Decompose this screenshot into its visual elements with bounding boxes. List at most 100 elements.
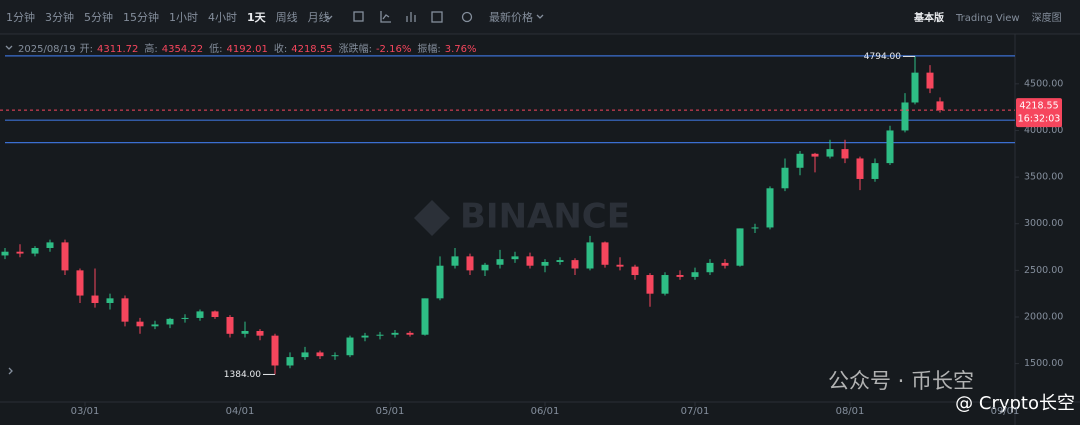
candle-body bbox=[511, 256, 519, 260]
interval-tab[interactable]: 周线 bbox=[276, 10, 298, 24]
y-tick-label: 1500.00 bbox=[1024, 358, 1063, 369]
candle-body bbox=[211, 311, 219, 317]
candle-icon[interactable] bbox=[353, 11, 364, 22]
draw-icon[interactable] bbox=[380, 11, 391, 23]
interval-tab[interactable]: 1小时 bbox=[169, 11, 198, 24]
interval-tab[interactable]: 15分钟 bbox=[123, 10, 159, 24]
candle-body bbox=[901, 102, 909, 131]
candle-body bbox=[16, 251, 24, 254]
info-value: 4218.55 bbox=[291, 44, 332, 55]
interval-tab[interactable]: 1天 bbox=[247, 11, 267, 24]
info-value: 4311.72 bbox=[97, 44, 138, 55]
info-value: 4192.01 bbox=[226, 44, 267, 55]
layout-icon[interactable] bbox=[431, 11, 443, 23]
expand-panel[interactable] bbox=[8, 367, 13, 375]
candle-body bbox=[496, 259, 504, 265]
candle-body bbox=[31, 247, 39, 254]
candle-body bbox=[736, 228, 744, 266]
candle-body bbox=[911, 72, 919, 103]
view-tab[interactable]: Trading View bbox=[955, 13, 1020, 24]
y-tick-label: 3500.00 bbox=[1024, 172, 1063, 183]
y-tick-label: 3000.00 bbox=[1024, 218, 1063, 229]
candle-body bbox=[886, 130, 894, 164]
last-price-label: 4218.55 bbox=[1019, 101, 1058, 112]
candle-body bbox=[751, 227, 759, 229]
candle-body bbox=[391, 332, 399, 335]
x-tick-label: 04/01 bbox=[226, 406, 255, 417]
x-tick-label: 08/01 bbox=[836, 406, 865, 417]
x-tick-label: 06/01 bbox=[531, 406, 560, 417]
binance-logo bbox=[414, 200, 450, 236]
x-tick-label: 07/01 bbox=[681, 406, 710, 417]
candle-body bbox=[271, 335, 279, 366]
logo-diamond bbox=[414, 200, 450, 236]
candle-body bbox=[91, 295, 99, 304]
candle-body bbox=[196, 311, 204, 318]
info-label: 收: bbox=[274, 42, 287, 55]
candle-body bbox=[106, 298, 114, 304]
candle-body bbox=[781, 167, 789, 189]
candle-body bbox=[46, 242, 54, 248]
candle-body bbox=[811, 153, 819, 157]
last-price-box bbox=[1016, 98, 1062, 128]
min-label: 1384.00 bbox=[224, 370, 261, 380]
candle-body bbox=[586, 242, 594, 269]
plot: 4794.00 1384.00 bbox=[0, 52, 1015, 380]
toolbar-icons bbox=[5, 11, 544, 375]
info-date: 2025/08/19 bbox=[18, 44, 76, 55]
interval-tab[interactable]: 1分钟 bbox=[6, 10, 35, 24]
info-label: 高: bbox=[144, 42, 157, 55]
candle-body bbox=[166, 318, 174, 325]
price-mode-arrow[interactable] bbox=[536, 14, 544, 19]
candle-body bbox=[256, 330, 264, 336]
interval-tab[interactable]: 4小时 bbox=[208, 11, 237, 24]
candle-body bbox=[826, 149, 834, 157]
indicator-icon[interactable] bbox=[406, 12, 416, 22]
view-tab[interactable]: 深度图 bbox=[1032, 11, 1062, 24]
collapse-info[interactable] bbox=[5, 45, 13, 50]
candle-body bbox=[136, 321, 144, 327]
candle-body bbox=[796, 153, 804, 168]
x-tick-label: 09/01 bbox=[991, 406, 1020, 417]
interval-tab[interactable]: 月线 bbox=[308, 10, 330, 24]
info-label: 低: bbox=[209, 42, 222, 55]
y-tick-label: 4500.00 bbox=[1024, 78, 1063, 89]
candle-body bbox=[676, 275, 684, 277]
info-value: 4354.22 bbox=[162, 44, 203, 55]
interval-tab[interactable]: 5分钟 bbox=[84, 10, 113, 24]
watermark-handle: @ Crypto长空 bbox=[955, 393, 1075, 414]
price-mode[interactable]: 最新价格 bbox=[489, 10, 533, 24]
candle-body bbox=[361, 335, 369, 338]
watermark-account: 公众号 · 币长空 bbox=[828, 369, 974, 393]
candle-body bbox=[76, 270, 84, 296]
candle-body bbox=[316, 352, 324, 357]
countdown-label: 16:32:03 bbox=[1018, 114, 1061, 125]
candle-body bbox=[436, 265, 444, 299]
candle-body bbox=[301, 352, 309, 358]
dropdown-icon[interactable] bbox=[325, 15, 333, 20]
watermark-exchange: BINANCE bbox=[460, 197, 630, 237]
view-tab[interactable]: 基本版 bbox=[913, 11, 944, 24]
candle-body bbox=[691, 272, 699, 277]
candle-body bbox=[376, 334, 384, 336]
candle-body bbox=[926, 72, 934, 89]
candle-body bbox=[661, 275, 669, 294]
candle-body bbox=[466, 256, 474, 271]
settings-icon[interactable] bbox=[461, 11, 473, 23]
candle-body bbox=[841, 149, 849, 159]
candle-body bbox=[181, 317, 189, 319]
candle-body bbox=[766, 188, 774, 228]
candle-body bbox=[451, 256, 459, 266]
candle-body bbox=[526, 256, 534, 266]
interval-tab[interactable]: 3分钟 bbox=[45, 10, 74, 24]
candle-body bbox=[601, 242, 609, 265]
candle-body bbox=[421, 298, 429, 335]
x-tick-label: 05/01 bbox=[376, 406, 405, 417]
candle-body bbox=[61, 242, 69, 271]
candle-body bbox=[856, 158, 864, 179]
y-tick-label: 2500.00 bbox=[1024, 265, 1063, 276]
candle-body bbox=[226, 316, 234, 334]
candle-body bbox=[331, 355, 339, 357]
